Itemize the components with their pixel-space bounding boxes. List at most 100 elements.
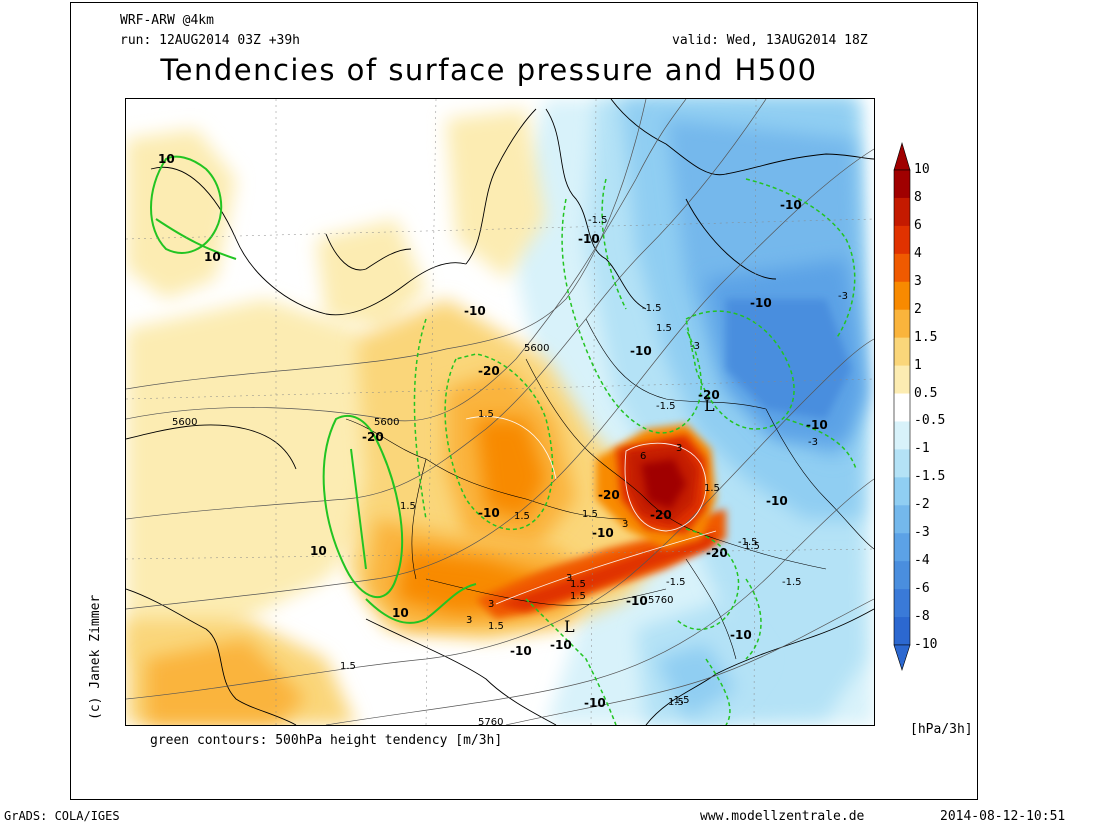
contour-label: -10 bbox=[550, 638, 572, 652]
height-label: 5600 bbox=[172, 417, 197, 428]
colorbar-segment bbox=[894, 225, 910, 255]
colorbar-segment bbox=[894, 449, 910, 478]
contour-label: -1.5 bbox=[782, 577, 802, 588]
timestamp-label: 2014-08-12-10:51 bbox=[940, 809, 1066, 824]
contour-label: -10 bbox=[578, 232, 600, 246]
coastlines bbox=[126, 99, 874, 725]
colorbar-scale bbox=[893, 141, 911, 671]
contour-label: -20 bbox=[706, 546, 728, 560]
height-label: 5760 bbox=[648, 595, 673, 606]
colorbar-tick-label: -6 bbox=[914, 581, 930, 597]
colorbar-tick-label: 10 bbox=[914, 162, 930, 177]
contour-label: 10 bbox=[310, 544, 327, 558]
contour-label: -20 bbox=[650, 508, 672, 522]
website-label: www.modellzentrale.de bbox=[700, 809, 865, 824]
colorbar-segment bbox=[894, 281, 910, 311]
run-label: run: 12AUG2014 03Z +39h bbox=[120, 33, 301, 48]
contour-label: -20 bbox=[478, 364, 500, 378]
contour-label: 3 bbox=[466, 615, 472, 626]
colorbar-segment bbox=[894, 253, 910, 283]
contour-label: 3 bbox=[676, 443, 682, 454]
contour-label: -10 bbox=[630, 344, 652, 358]
colorbar-segment bbox=[894, 533, 910, 562]
colorbar-tick-label: 2 bbox=[914, 301, 922, 317]
contour-label: -3 bbox=[838, 291, 848, 302]
colorbar-segment bbox=[894, 477, 910, 506]
contour-label: 1.5 bbox=[668, 697, 684, 708]
unit-label: [hPa/3h] bbox=[910, 722, 973, 737]
contour-label: -3 bbox=[690, 341, 700, 352]
colorbar-tick-label: -10 bbox=[914, 637, 938, 652]
colorbar-tick-label: 4 bbox=[914, 245, 922, 261]
pressure-contour-labels: 10 10 -20 -20 -20 -20 -20 -20 -10 -10 -1… bbox=[158, 152, 848, 710]
height-label: 5760 bbox=[478, 717, 503, 725]
contour-label: -10 bbox=[510, 644, 532, 658]
contours-note: green contours: 500hPa height tendency [… bbox=[150, 733, 503, 748]
contour-label: 1.5 bbox=[656, 323, 672, 334]
model-label: WRF-ARW @4km bbox=[120, 13, 214, 28]
colorbar-segment bbox=[894, 309, 910, 339]
height-tendency-green-contours bbox=[150, 155, 857, 725]
colorbar-segment bbox=[894, 505, 910, 534]
colorbar-segment bbox=[894, 170, 910, 199]
height-label: 5600 bbox=[374, 417, 399, 428]
low-pressure-markers: L L bbox=[564, 396, 715, 636]
colorbar-segment bbox=[894, 617, 910, 646]
colorbar-tick-label: 1 bbox=[914, 357, 922, 373]
contour-label: 3 bbox=[622, 519, 628, 530]
contour-label: 6 bbox=[640, 451, 646, 462]
contour-label: -10 bbox=[464, 304, 486, 318]
colorbar-tick-label: 1.5 bbox=[914, 329, 938, 345]
colorbar-top-arrow bbox=[893, 141, 911, 171]
contour-label: -20 bbox=[598, 488, 620, 502]
contour-label: -10 bbox=[766, 494, 788, 508]
contour-label: -10 bbox=[730, 628, 752, 642]
contour-label: 3 bbox=[488, 599, 494, 610]
contour-label: 1.5 bbox=[570, 579, 586, 590]
colorbar-bottom-arrow bbox=[893, 644, 911, 671]
contour-label: 1.5 bbox=[582, 509, 598, 520]
contour-label: -20 bbox=[362, 430, 384, 444]
contour-label: -3 bbox=[808, 437, 818, 448]
colorbar-tick-label: 3 bbox=[914, 273, 922, 289]
colorbar-tick-label: 8 bbox=[914, 189, 922, 205]
contour-label: 1.5 bbox=[570, 591, 586, 602]
grads-credit: GrADS: COLA/IGES bbox=[4, 809, 120, 823]
plot-frame bbox=[70, 2, 978, 800]
valid-label: valid: Wed, 13AUG2014 18Z bbox=[672, 33, 868, 48]
graticule bbox=[126, 99, 874, 725]
contour-label: 1.5 bbox=[704, 483, 720, 494]
author-credit: (c) Janek Zimmer bbox=[88, 594, 103, 720]
colorbar-segment bbox=[894, 421, 910, 450]
low-center-marker: L bbox=[564, 617, 575, 636]
colorbar-segment bbox=[894, 197, 910, 227]
colorbar-tick-label: -1 bbox=[914, 441, 930, 457]
contour-label: -10 bbox=[592, 526, 614, 540]
colorbar-tick-label: -1.5 bbox=[914, 469, 946, 485]
contour-label: 1.5 bbox=[514, 511, 530, 522]
contour-label: 1.5 bbox=[744, 541, 760, 552]
colorbar-segment bbox=[894, 589, 910, 618]
colorbar-segment bbox=[894, 365, 910, 395]
page-title: Tendencies of surface pressure and H500 bbox=[160, 53, 818, 87]
contour-label: -1.5 bbox=[642, 303, 662, 314]
contour-label: -20 bbox=[698, 388, 720, 402]
weather-map: 10 10 -20 -20 -20 -20 -20 -20 -10 -10 -1… bbox=[125, 98, 875, 726]
pressure-tendency-field bbox=[126, 99, 874, 725]
colorbar-tick-label: -0.5 bbox=[914, 413, 946, 429]
contour-label: -10 bbox=[584, 696, 606, 710]
contour-label: -1.5 bbox=[738, 537, 758, 548]
height-labels: 5600 5600 5600 5760 5760 bbox=[172, 343, 673, 725]
contour-label: -10 bbox=[478, 506, 500, 520]
colorbar-tick-label: -2 bbox=[914, 497, 930, 513]
height-label: 5600 bbox=[524, 343, 549, 354]
contour-label: 3 bbox=[566, 573, 572, 584]
contour-label: 1.5 bbox=[488, 621, 504, 632]
colorbar-tick-label: -8 bbox=[914, 609, 930, 625]
contour-label: -10 bbox=[780, 198, 802, 212]
country-borders bbox=[345, 318, 874, 660]
colorbar-tick-label: 6 bbox=[914, 217, 922, 233]
contour-label: 10 bbox=[158, 152, 175, 166]
pressure-tendency-white-contours bbox=[465, 416, 717, 605]
contour-label: 1.5 bbox=[340, 661, 356, 672]
